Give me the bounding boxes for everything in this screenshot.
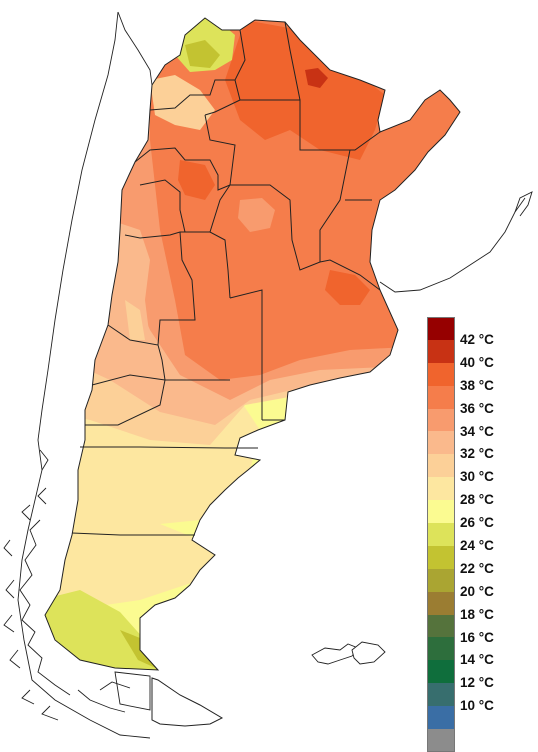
legend-swatch <box>427 523 455 546</box>
legend-item: 26 °C <box>427 500 527 530</box>
legend-swatch <box>427 614 455 638</box>
legend-label: 30 °C <box>460 469 494 485</box>
legend-item: 32 °C <box>427 431 527 461</box>
legend-swatch <box>427 454 455 478</box>
legend-label: 32 °C <box>460 446 494 462</box>
legend-item: 14 °C <box>427 637 527 667</box>
legend-label: 22 °C <box>460 560 494 576</box>
malvinas-islands <box>311 641 386 665</box>
legend-label: 28 °C <box>460 492 494 508</box>
legend-swatch <box>427 660 455 684</box>
legend-label: 40 °C <box>460 354 494 370</box>
legend-swatch <box>427 591 455 615</box>
legend-swatch <box>427 637 455 661</box>
legend-label: 42 °C <box>460 331 494 347</box>
legend-label: 20 °C <box>460 583 494 599</box>
province-boundaries <box>44 17 461 727</box>
legend-swatch <box>427 706 455 730</box>
chile-outline <box>3 11 153 739</box>
legend-swatch <box>427 545 455 569</box>
legend-label: 12 °C <box>460 675 494 691</box>
legend-label: 24 °C <box>460 537 494 553</box>
legend-item: 10 °C <box>427 683 527 713</box>
legend-swatch <box>427 362 455 386</box>
legend-item: 22 °C <box>427 545 527 576</box>
legend-swatch <box>427 729 455 752</box>
legend-label: 10 °C <box>460 698 494 714</box>
legend-swatch <box>427 500 455 524</box>
legend-item: 12 °C <box>427 660 527 690</box>
legend-swatch <box>427 431 455 455</box>
legend-swatch <box>427 339 455 363</box>
legend-label: 14 °C <box>460 652 494 668</box>
legend-swatch <box>427 317 455 340</box>
legend-label: 16 °C <box>460 629 494 645</box>
legend-swatch <box>427 408 455 432</box>
legend-swatch <box>427 683 455 707</box>
legend-item: 38 °C <box>427 362 527 393</box>
legend-item: 20 °C <box>427 568 527 599</box>
legend-item: 30 °C <box>427 454 527 484</box>
legend-label: 38 °C <box>460 377 494 393</box>
legend-item: 34 °C <box>427 408 527 439</box>
legend-swatch <box>427 385 455 409</box>
temperature-legend: 42 °C 40 °C 38 °C 36 °C 34 °C 32 °C 30 °C 28 °C… <box>427 317 527 752</box>
legend-item: 24 °C <box>427 523 527 553</box>
legend-item: 42 °C <box>427 317 527 347</box>
legend-label: 36 °C <box>460 400 494 416</box>
legend-item <box>427 706 527 730</box>
legend-swatch <box>427 568 455 592</box>
legend-item: 40 °C <box>427 339 527 370</box>
legend-item: 36 °C <box>427 385 527 416</box>
legend-swatch <box>427 477 455 501</box>
legend-item: 28 °C <box>427 477 527 507</box>
legend-label: 26 °C <box>460 515 494 531</box>
legend-item: 16 °C <box>427 614 527 645</box>
legend-label: 18 °C <box>460 606 494 622</box>
uruguay-outline <box>379 191 533 293</box>
legend-item: 18 °C <box>427 591 527 622</box>
legend-label: 34 °C <box>460 423 494 439</box>
legend-item <box>427 729 527 752</box>
